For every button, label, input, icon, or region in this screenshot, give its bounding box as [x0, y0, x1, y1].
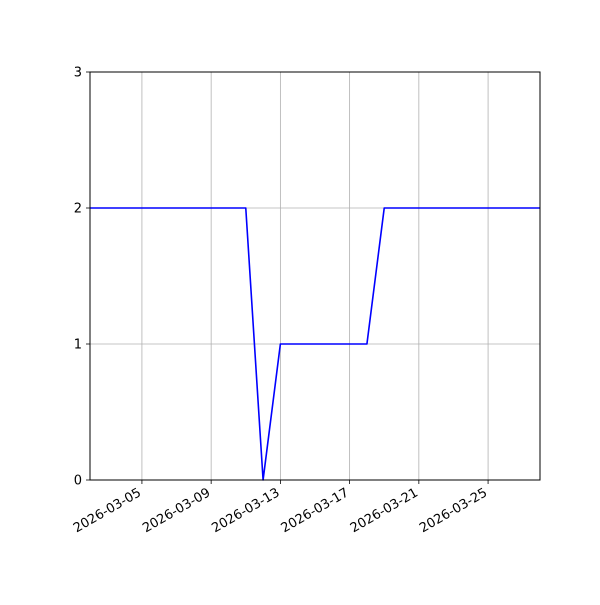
x-axis: 2026-03-052026-03-092026-03-132026-03-17…: [71, 480, 490, 536]
x-tick-label: 2026-03-21: [348, 485, 421, 536]
plot-frame: [89, 71, 541, 481]
x-tick-label: 2026-03-13: [209, 485, 282, 536]
y-tick-label: 2: [74, 202, 82, 217]
y-tick-label: 0: [74, 474, 82, 489]
y-tick-label: 3: [74, 66, 82, 81]
series-line-0: [90, 207, 540, 481]
x-tick-label: 2026-03-05: [71, 485, 144, 536]
x-tick-label: 2026-03-17: [279, 485, 352, 536]
series-layer: [90, 207, 540, 481]
x-tick-label: 2026-03-09: [140, 485, 213, 536]
y-axis: 0 1 2 3: [74, 66, 90, 489]
grid-lines: [90, 71, 540, 481]
y-tick-label: 1: [74, 338, 82, 353]
x-tick-label: 2026-03-25: [417, 485, 490, 536]
